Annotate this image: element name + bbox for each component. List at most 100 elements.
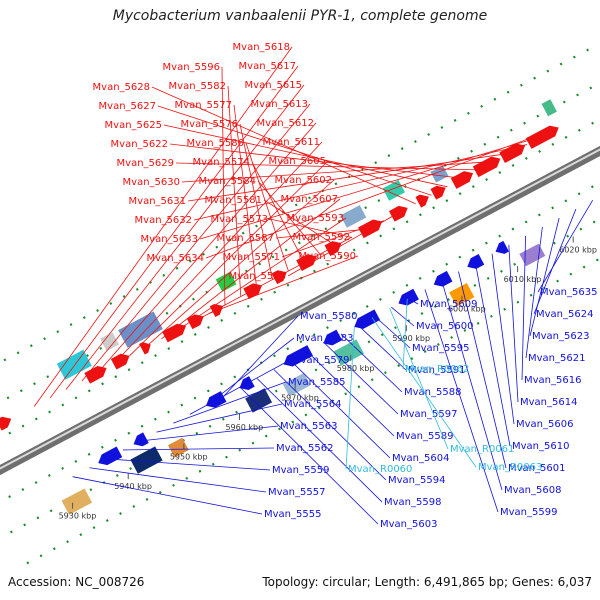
plus-gene-label: Mvan_5590	[299, 251, 356, 262]
minus-gene-label: Mvan_5562	[276, 443, 333, 454]
label-leader	[175, 162, 480, 171]
label-leader	[474, 262, 511, 447]
label-leader	[106, 458, 271, 471]
label-leader	[273, 369, 387, 481]
tick-label: 5980 kbp	[337, 364, 375, 373]
label-leader	[161, 198, 341, 340]
minus-gene-label: Mvan_5597	[400, 409, 457, 420]
rna-gene-label: Mvan_R0062	[405, 364, 469, 375]
minus-gene-label: Mvan_5608	[504, 485, 561, 496]
label-leader	[157, 105, 432, 196]
label-leader	[113, 141, 323, 365]
label-leader	[122, 447, 275, 451]
label-leader	[199, 135, 543, 240]
plus-gene-label: Mvan_5596	[163, 62, 220, 73]
minus-gene-label: Mvan_5604	[392, 453, 449, 464]
label-leader	[324, 342, 399, 415]
plus-gene-label: Mvan_5622	[111, 139, 168, 150]
minus-gene-label: Mvan_5559	[272, 465, 329, 476]
plus-gene-label: Mvan_5605	[269, 156, 326, 167]
minus-gene-label: Mvan_5601	[508, 463, 565, 474]
label-leader	[173, 381, 287, 424]
label-leader	[281, 220, 384, 258]
minus-gene-label: Mvan_5603	[380, 519, 437, 530]
minus-gene-label: Mvan_5588	[404, 387, 461, 398]
minus-gene-label: Mvan_5591	[408, 365, 465, 376]
plus-gene	[450, 171, 474, 189]
minus-gene-label: Mvan_5609	[420, 299, 477, 310]
minus-gene	[98, 446, 123, 466]
label-leader	[239, 123, 273, 280]
tick-label: 5950 kbp	[170, 453, 208, 462]
tick-label: 6000 kbp	[448, 305, 486, 314]
plus-gene	[472, 156, 501, 178]
label-leader	[529, 217, 560, 337]
plus-gene-label: Mvan_5629	[117, 158, 174, 169]
minus-gene-label: Mvan_5623	[532, 331, 589, 342]
plus-gene	[162, 323, 187, 343]
label-leader	[33, 46, 293, 407]
minus-gene-label: Mvan_5580	[300, 311, 357, 322]
label-leader	[49, 65, 299, 399]
tick-label: 6010 kbp	[504, 275, 542, 284]
feature-block	[130, 446, 163, 474]
plus-gene-label: Mvan_5573	[211, 214, 268, 225]
label-leader	[533, 208, 577, 315]
plus-gene-label: Mvan_5632	[135, 215, 192, 226]
plus-gene-label: Mvan_5593	[287, 213, 344, 224]
feature-block	[340, 205, 367, 228]
feature-block	[61, 488, 93, 515]
feature-block	[519, 243, 546, 267]
plus-gene-label: Mvan_5592	[293, 232, 350, 243]
guide-dots	[0, 181, 600, 503]
plus-gene-label: Mvan_5587	[217, 233, 274, 244]
plus-gene	[499, 143, 526, 163]
label-leader	[257, 180, 321, 255]
label-leader	[357, 324, 407, 371]
plus-gene-label: Mvan_5627	[99, 101, 156, 112]
label-leader	[340, 333, 403, 393]
tick-label: 5930 kbp	[59, 512, 97, 521]
tick-label: 5940 kbp	[114, 482, 152, 491]
label-leader	[169, 143, 464, 179]
label-leader	[458, 271, 507, 469]
minus-gene-label: Mvan_5624	[536, 309, 593, 320]
plus-gene-label: Mvan_5586	[187, 138, 244, 149]
label-leader	[81, 103, 311, 382]
plus-gene-label: Mvan_5574	[193, 157, 250, 168]
minus-gene-label: Mvan_5610	[512, 441, 569, 452]
topology-summary: Topology: circular; Length: 6,491,865 bp…	[262, 575, 592, 589]
label-leader	[407, 297, 419, 305]
label-leader	[233, 104, 258, 289]
plus-gene-label: Mvan_5615	[245, 80, 302, 91]
tick-label: 5960 kbp	[225, 423, 263, 432]
label-leader	[221, 66, 226, 306]
plus-gene-label: Mvan_5607	[281, 194, 338, 205]
guide-dots	[0, 118, 600, 440]
plus-gene-label: Mvan_5611	[263, 137, 320, 148]
plus-gene-label: Mvan_5578	[229, 271, 286, 282]
plus-gene-label: Mvan_5577	[175, 100, 232, 111]
plus-gene	[415, 194, 429, 208]
plus-gene-label: Mvan_5633	[141, 234, 198, 245]
minus-gene-label: Mvan_5563	[280, 421, 337, 432]
plus-gene-label: Mvan_5618	[233, 42, 290, 53]
label-leader	[72, 476, 263, 515]
plus-gene-label: Mvan_5602	[275, 175, 332, 186]
feature-block	[215, 271, 237, 292]
label-leader	[139, 425, 279, 442]
guide-dots	[0, 81, 600, 404]
rna-gene-label: Mvan_R0063	[478, 462, 542, 473]
minus-gene	[239, 376, 255, 390]
minus-gene-label: Mvan_5614	[520, 397, 577, 408]
label-leader	[251, 161, 305, 264]
label-leader	[345, 326, 355, 470]
guide-dots	[9, 217, 600, 534]
minus-gene-label: Mvan_5579	[292, 355, 349, 366]
feature-block	[282, 372, 311, 397]
genome-backbone	[0, 145, 600, 476]
label-leader	[205, 127, 559, 259]
minus-gene	[467, 254, 485, 269]
minus-gene-label: Mvan_5564	[284, 399, 341, 410]
label-leader	[402, 298, 408, 370]
